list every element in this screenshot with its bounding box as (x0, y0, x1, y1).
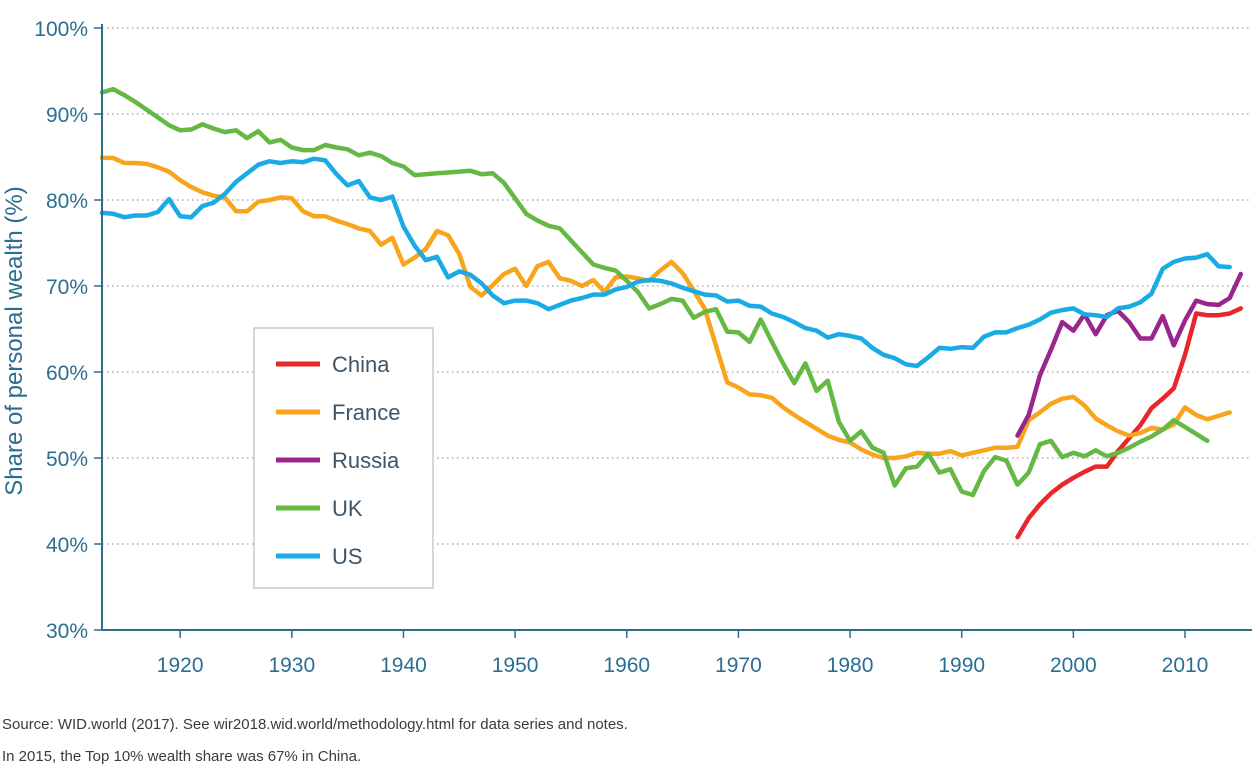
legend-label: US (332, 544, 363, 569)
series-line-china (1015, 306, 1244, 540)
x-axis-ticks: 1920 1930 1940 1950 1960 1970 1980 1990 2000 2010 (157, 630, 1209, 677)
legend-item-france: France (276, 400, 400, 425)
legend-item-us: US (276, 544, 363, 569)
series-lines (99, 86, 1244, 540)
x-tick-label: 2000 (1050, 654, 1097, 677)
y-tick-label: 100% (34, 18, 88, 41)
y-tick-label: 60% (46, 362, 88, 385)
x-tick-label: 1960 (603, 654, 650, 677)
y-axis-ticks: 30% 40% 50% 60% 70% 80% 90% 100% (34, 18, 102, 643)
legend-label: China (332, 352, 390, 377)
x-tick-label: 1950 (492, 654, 539, 677)
y-tick-label: 40% (46, 534, 88, 557)
legend-box (253, 327, 434, 589)
y-tick-label: 70% (46, 276, 88, 299)
y-axis-label: Share of personal wealth (%) (1, 186, 28, 496)
y-tick-label: 50% (46, 448, 88, 471)
x-tick-label: 1940 (380, 654, 427, 677)
series-line-us (99, 156, 1232, 369)
x-tick-label: 1920 (157, 654, 204, 677)
caption-note: In 2015, the Top 10% wealth share was 67… (2, 748, 362, 765)
series-line-uk (99, 86, 1210, 498)
y-tick-label: 30% (46, 620, 88, 643)
legend-item-uk: UK (276, 496, 363, 521)
legend-item-russia: Russia (276, 448, 400, 473)
legend-item-china: China (276, 352, 390, 377)
x-tick-label: 1990 (938, 654, 985, 677)
x-tick-label: 1980 (827, 654, 874, 677)
x-tick-label: 2010 (1162, 654, 1209, 677)
x-tick-label: 1970 (715, 654, 762, 677)
series-line-france (99, 155, 1232, 461)
x-tick-label: 1930 (268, 654, 315, 677)
y-tick-label: 80% (46, 190, 88, 213)
legend-label: France (332, 400, 400, 425)
legend: China France Russia UK US (253, 327, 434, 589)
legend-label: UK (332, 496, 363, 521)
series-line-russia (1015, 271, 1244, 438)
y-tick-label: 90% (46, 104, 88, 127)
legend-label: Russia (332, 448, 400, 473)
source-note: Source: WID.world (2017). See wir2018.wi… (2, 716, 628, 733)
